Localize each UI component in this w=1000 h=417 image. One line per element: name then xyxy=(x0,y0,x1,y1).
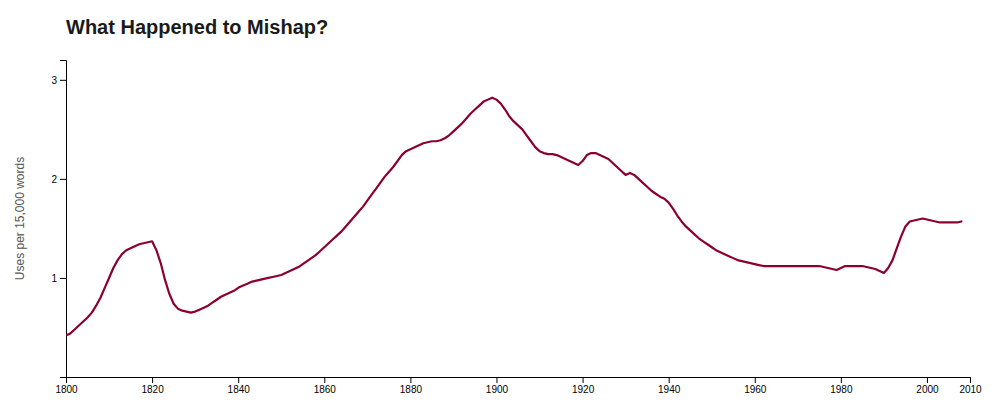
y-tick-label: 1 xyxy=(51,273,57,284)
x-tick-mark xyxy=(669,377,670,383)
x-tick-mark xyxy=(583,377,584,383)
x-tick: 1960 xyxy=(744,377,767,395)
x-axis: 1800 1820 1840 1860 1880 1900 1920 1940 1960 1980… xyxy=(55,377,982,395)
y-axis: 1 2 3 xyxy=(51,61,66,378)
x-tick: 1980 xyxy=(830,377,853,395)
x-tick-label: 1960 xyxy=(744,384,767,395)
x-tick-mark xyxy=(238,377,239,383)
x-tick-label: 2010 xyxy=(959,384,982,395)
x-tick-label: 1860 xyxy=(314,384,337,395)
x-tick-mark xyxy=(755,377,756,383)
chart-container: What Happened to Mishap? 1800 1820 1840 1860… xyxy=(0,0,1000,417)
x-tick-mark xyxy=(970,377,971,383)
x-tick: 2010 xyxy=(959,377,982,395)
y-tick: 3 xyxy=(51,75,66,86)
y-tick-mark xyxy=(60,278,66,279)
x-tick-label: 1840 xyxy=(228,384,251,395)
x-tick: 1820 xyxy=(141,377,164,395)
x-tick-label: 1940 xyxy=(658,384,681,395)
x-tick: 1800 xyxy=(55,377,78,395)
x-tick-label: 1880 xyxy=(400,384,423,395)
x-tick: 1860 xyxy=(314,377,337,395)
x-tick-label: 1800 xyxy=(55,384,78,395)
x-tick: 1920 xyxy=(572,377,595,395)
x-tick: 1880 xyxy=(400,377,423,395)
y-tick: 1 xyxy=(51,273,66,284)
x-tick: 1900 xyxy=(486,377,509,395)
x-tick-mark xyxy=(841,377,842,383)
x-tick: 2000 xyxy=(916,377,939,395)
y-tick-mark xyxy=(60,179,66,180)
title: What Happened to Mishap? xyxy=(66,16,328,38)
plot-area xyxy=(66,98,961,336)
x-tick-mark xyxy=(496,377,497,383)
x-tick-mark xyxy=(152,377,153,383)
x-axis-line xyxy=(67,378,971,384)
line xyxy=(66,98,961,336)
x-tick-mark xyxy=(324,377,325,383)
x-tick-label: 1980 xyxy=(830,384,853,395)
x-tick-mark xyxy=(927,377,928,383)
chart-svg: What Happened to Mishap? 1800 1820 1840 1860… xyxy=(0,0,1000,417)
x-tick-label: 1920 xyxy=(572,384,595,395)
x-tick-label: 2000 xyxy=(916,384,939,395)
x-tick-mark xyxy=(410,377,411,383)
x-tick: 1940 xyxy=(658,377,681,395)
y-axis-label: Uses per 15,000 words xyxy=(13,157,27,280)
y-tick-label: 2 xyxy=(51,174,57,185)
y-axis-line xyxy=(60,61,67,378)
x-tick: 1840 xyxy=(228,377,251,395)
x-tick-label: 1900 xyxy=(486,384,509,395)
x-tick-label: 1820 xyxy=(141,384,164,395)
y-tick: 2 xyxy=(51,174,66,185)
y-tick-label: 3 xyxy=(51,75,57,86)
y-tick-mark xyxy=(60,80,66,81)
